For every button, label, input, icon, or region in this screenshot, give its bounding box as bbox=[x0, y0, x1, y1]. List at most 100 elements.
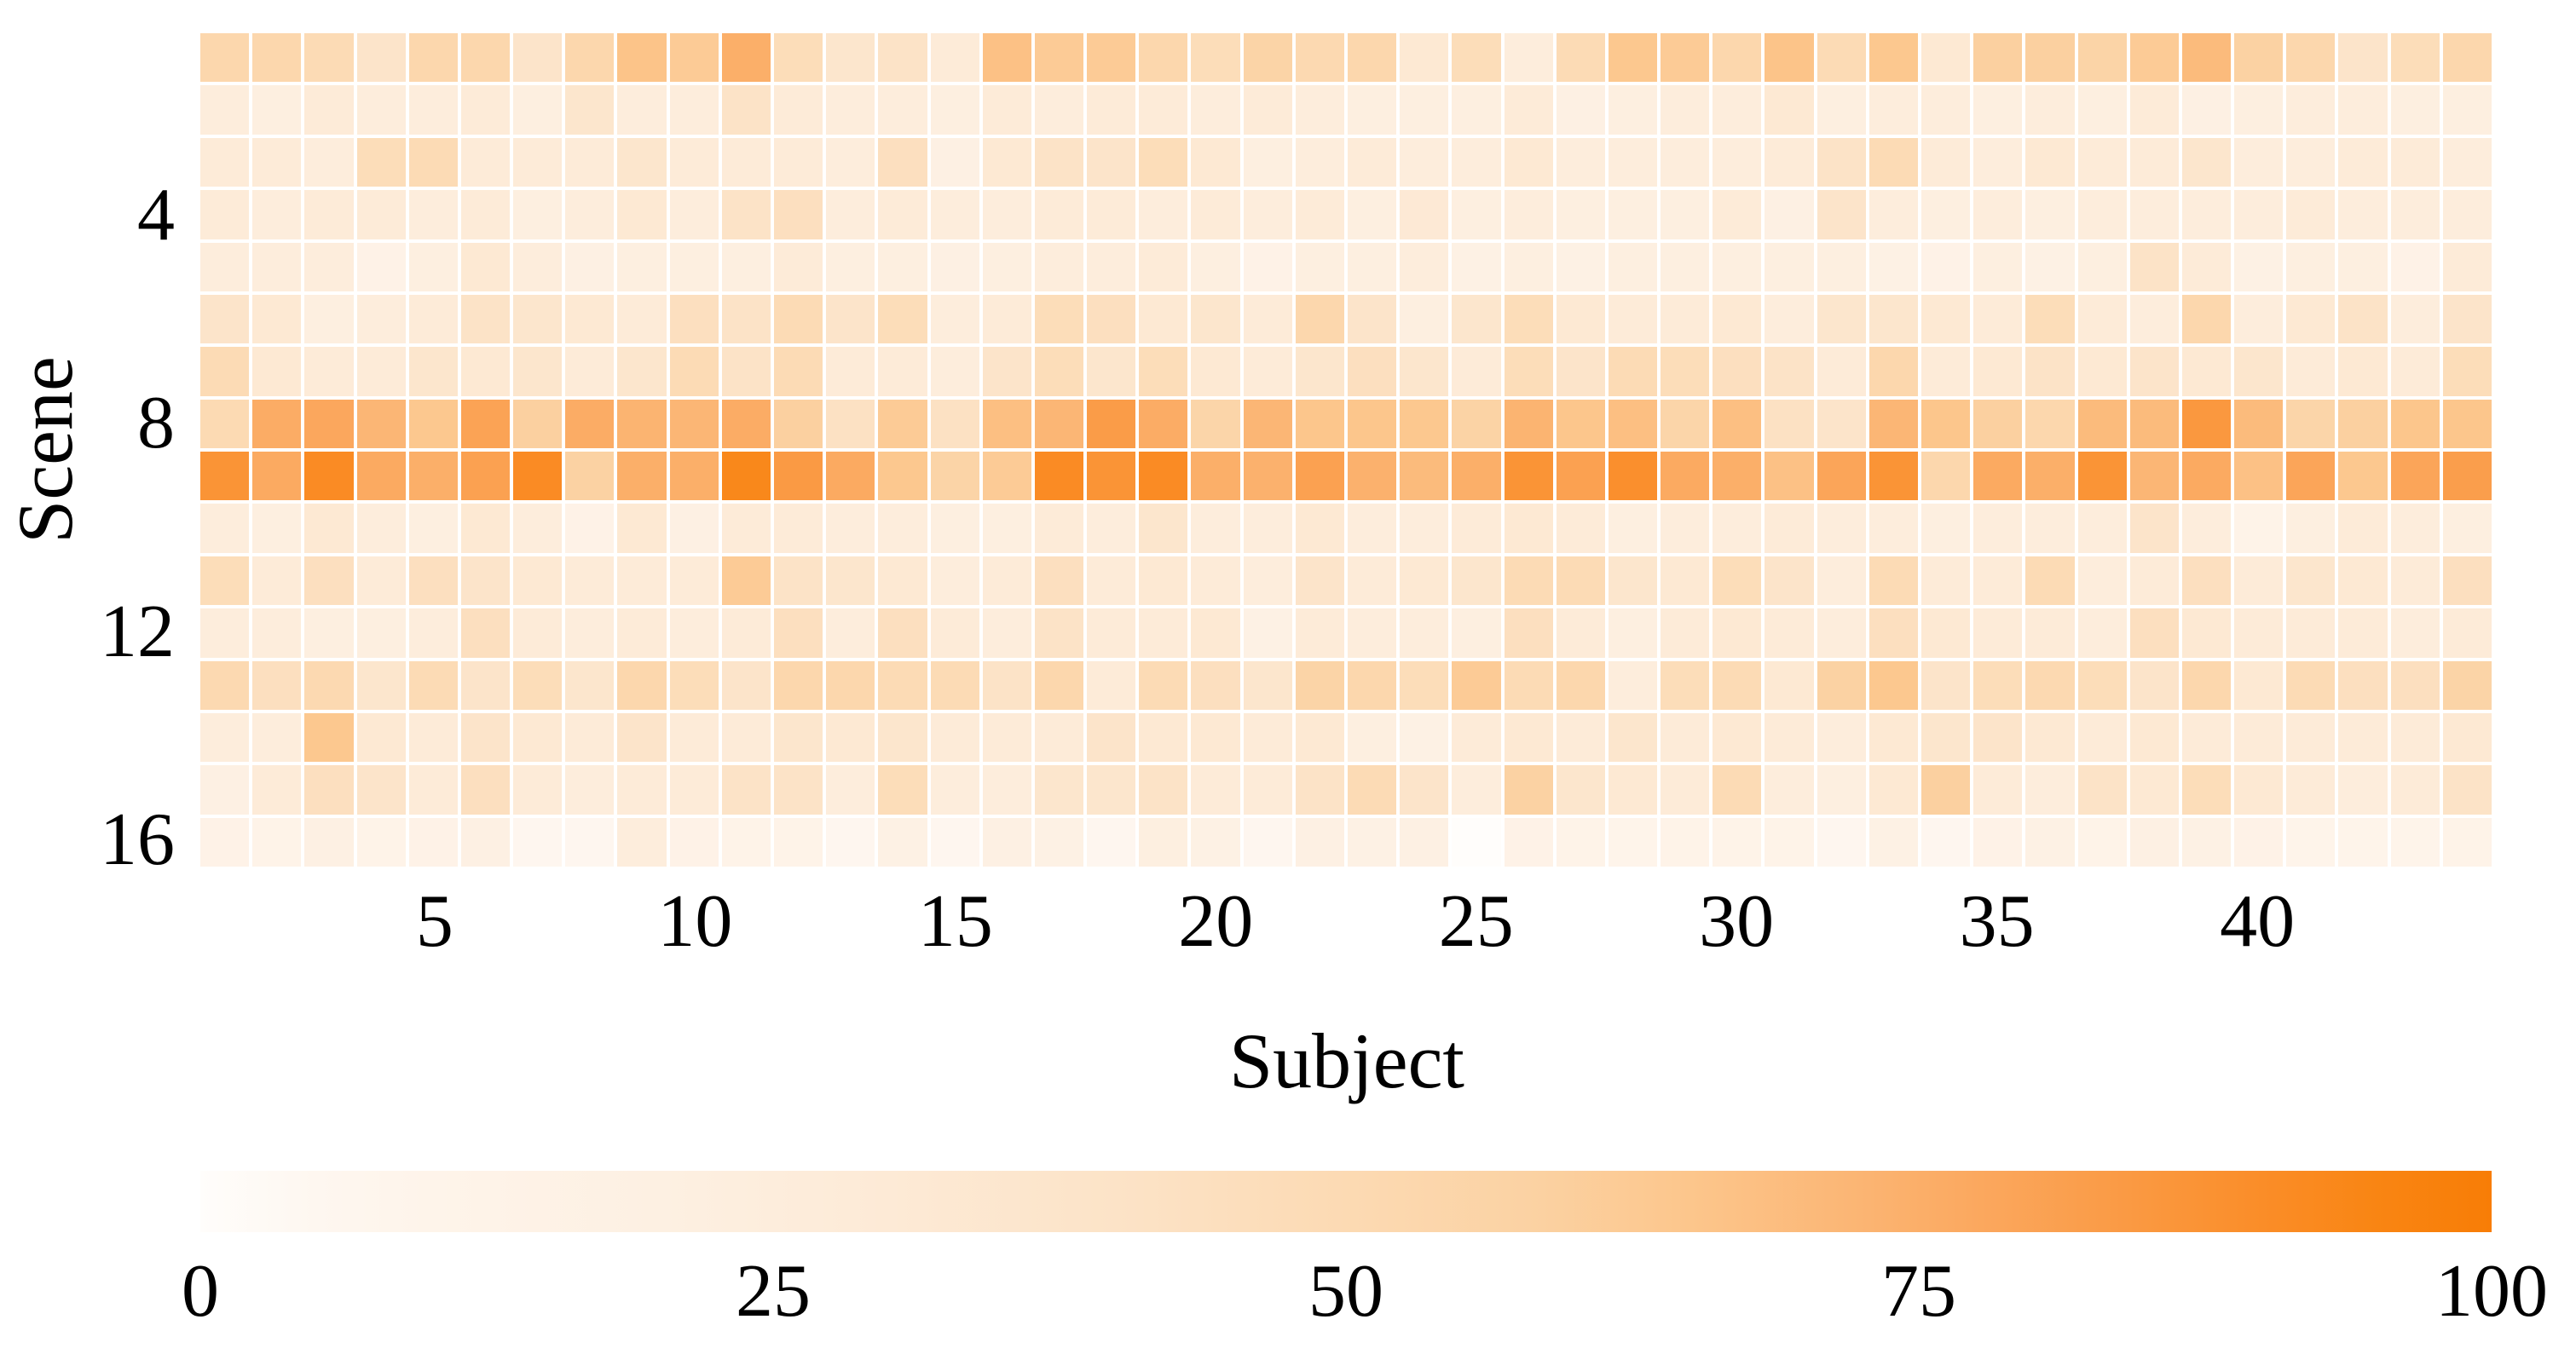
heatmap-cell bbox=[2025, 85, 2075, 135]
heatmap-cell bbox=[1868, 712, 1918, 763]
heatmap-cell bbox=[1921, 712, 1971, 763]
heatmap-cell bbox=[2286, 347, 2336, 396]
heatmap-cell bbox=[2442, 347, 2492, 396]
heatmap-cell bbox=[1504, 608, 1553, 658]
heatmap-cell bbox=[1921, 137, 1971, 187]
heatmap-cell bbox=[1868, 765, 1918, 815]
heatmap-cell bbox=[930, 85, 979, 135]
heatmap-cell bbox=[252, 242, 302, 291]
x-tick-label: 10 bbox=[657, 880, 733, 963]
heatmap-cell bbox=[982, 85, 1031, 135]
heatmap-cell bbox=[2442, 294, 2492, 344]
heatmap-cell bbox=[408, 294, 458, 344]
heatmap-cell bbox=[2025, 765, 2075, 815]
heatmap-cell bbox=[617, 242, 667, 291]
heatmap-cell bbox=[1868, 504, 1918, 553]
heatmap-cell bbox=[1713, 33, 1762, 83]
heatmap-cell bbox=[1139, 190, 1188, 239]
heatmap-cell bbox=[669, 137, 719, 187]
heatmap-cell bbox=[356, 452, 406, 501]
heatmap-cell bbox=[1139, 608, 1188, 658]
heatmap-cell bbox=[1661, 765, 1710, 815]
heatmap-cell bbox=[565, 504, 615, 553]
heatmap-cell bbox=[460, 817, 511, 867]
heatmap-cell bbox=[565, 608, 615, 658]
heatmap-cell bbox=[1868, 242, 1918, 291]
heatmap-cell bbox=[669, 452, 719, 501]
heatmap-cell bbox=[1400, 817, 1449, 867]
heatmap-cell bbox=[930, 556, 979, 606]
heatmap-cell bbox=[930, 294, 979, 344]
heatmap-cell bbox=[1504, 137, 1553, 187]
heatmap-cell bbox=[252, 85, 302, 135]
heatmap-cell bbox=[617, 608, 667, 658]
heatmap-cell bbox=[1921, 452, 1971, 501]
heatmap-cell bbox=[826, 504, 875, 553]
heatmap-cell bbox=[930, 33, 979, 83]
heatmap-cell bbox=[1243, 765, 1292, 815]
heatmap-cell bbox=[513, 137, 563, 187]
colorbar-tick-label: 75 bbox=[1881, 1250, 1956, 1333]
heatmap-cell bbox=[1191, 137, 1240, 187]
heatmap-cell bbox=[2442, 660, 2492, 710]
heatmap-cell bbox=[1973, 399, 2023, 448]
heatmap-cell bbox=[356, 242, 406, 291]
heatmap-cell bbox=[2129, 817, 2179, 867]
heatmap-cell bbox=[2442, 504, 2492, 553]
heatmap-cell bbox=[1868, 556, 1918, 606]
heatmap-cell bbox=[1191, 452, 1240, 501]
heatmap-cell bbox=[513, 817, 563, 867]
heatmap-cell bbox=[1400, 347, 1449, 396]
heatmap-cell bbox=[1191, 242, 1240, 291]
heatmap-cell bbox=[2025, 190, 2075, 239]
heatmap-cell bbox=[2181, 242, 2232, 291]
heatmap-cell bbox=[1400, 608, 1449, 658]
heatmap-cell bbox=[1348, 660, 1397, 710]
heatmap-cell bbox=[1034, 712, 1084, 763]
heatmap-cell bbox=[1608, 817, 1658, 867]
heatmap-cell bbox=[2077, 33, 2127, 83]
heatmap-cell bbox=[617, 817, 667, 867]
heatmap-cell bbox=[356, 504, 406, 553]
heatmap-cell bbox=[1034, 608, 1084, 658]
heatmap-cell bbox=[2077, 556, 2127, 606]
heatmap-cell bbox=[2338, 556, 2388, 606]
heatmap-cell bbox=[1295, 137, 1344, 187]
heatmap-cell bbox=[1973, 85, 2023, 135]
heatmap-cell bbox=[1973, 504, 2023, 553]
heatmap-cell bbox=[1765, 712, 1814, 763]
heatmap-cell bbox=[2390, 294, 2440, 344]
heatmap-cell bbox=[2234, 242, 2284, 291]
heatmap-cell bbox=[1921, 504, 1971, 553]
heatmap-cell bbox=[513, 294, 563, 344]
heatmap-cell bbox=[565, 242, 615, 291]
heatmap-cell bbox=[1452, 347, 1501, 396]
heatmap-cell bbox=[460, 452, 511, 501]
heatmap-cell bbox=[1139, 137, 1188, 187]
x-tick-label: 25 bbox=[1438, 880, 1514, 963]
heatmap-cell bbox=[982, 190, 1031, 239]
heatmap-cell bbox=[408, 242, 458, 291]
heatmap-cell bbox=[1921, 33, 1971, 83]
heatmap-cell bbox=[982, 347, 1031, 396]
heatmap-cell bbox=[1973, 137, 2023, 187]
heatmap-cell bbox=[2025, 712, 2075, 763]
heatmap-cell bbox=[1608, 33, 1658, 83]
heatmap-cell bbox=[460, 137, 511, 187]
heatmap-cell bbox=[2077, 242, 2127, 291]
heatmap-cell bbox=[1452, 190, 1501, 239]
y-axis-title: Scene bbox=[2, 356, 89, 544]
heatmap-cell bbox=[460, 399, 511, 448]
heatmap-cell bbox=[304, 608, 354, 658]
heatmap-cell bbox=[408, 817, 458, 867]
heatmap-cell bbox=[1556, 556, 1605, 606]
heatmap-cell bbox=[721, 660, 771, 710]
heatmap-cell bbox=[774, 347, 823, 396]
heatmap-cell bbox=[1139, 33, 1188, 83]
heatmap-cell bbox=[460, 242, 511, 291]
heatmap-cell bbox=[2234, 399, 2284, 448]
heatmap-cell bbox=[1087, 608, 1136, 658]
heatmap-cell bbox=[565, 399, 615, 448]
heatmap-cell bbox=[460, 33, 511, 83]
heatmap-cell bbox=[2129, 190, 2179, 239]
